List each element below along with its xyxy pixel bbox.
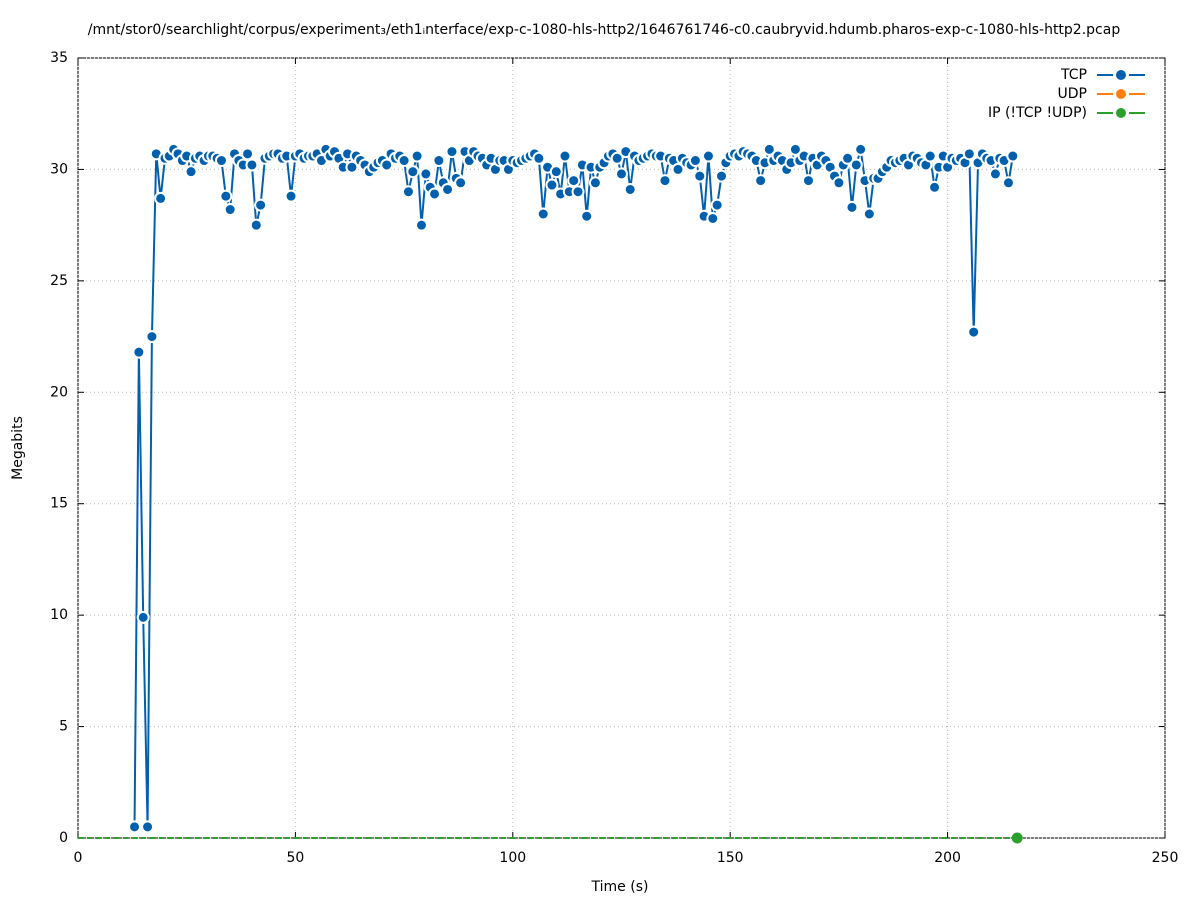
y-tick-label: 35 (50, 50, 68, 66)
data-point (397, 154, 411, 168)
x-tick-label: 250 (1152, 850, 1179, 866)
data-point (671, 162, 685, 176)
x-tick-label: 200 (934, 850, 961, 866)
data-point (445, 145, 459, 159)
data-point (558, 149, 572, 163)
data-point (249, 218, 263, 232)
data-point (845, 200, 859, 214)
data-point (688, 154, 702, 168)
data-point (988, 167, 1002, 181)
data-point (762, 142, 776, 156)
data-point (432, 154, 446, 168)
data-point (245, 158, 259, 172)
series-line (133, 146, 1014, 827)
data-point (701, 149, 715, 163)
y-tick-label: 5 (59, 719, 68, 735)
x-axis-label: Time (s) (591, 879, 649, 895)
data-point (223, 203, 237, 217)
data-point (615, 167, 628, 181)
y-tick-label: 15 (50, 496, 68, 512)
data-point (184, 165, 198, 179)
data-point (419, 167, 433, 181)
data-point (1011, 832, 1023, 844)
x-tick-label: 0 (74, 850, 83, 866)
data-point (1006, 149, 1020, 163)
data-point (441, 182, 455, 196)
data-point (693, 169, 707, 183)
legend-label: IP (!TCP !UDP) (988, 105, 1087, 121)
y-tick-label: 30 (50, 161, 68, 177)
data-point (567, 174, 581, 188)
legend-marker (1113, 67, 1129, 83)
data-point (410, 149, 424, 163)
data-point (962, 147, 976, 161)
y-tick-label: 25 (50, 273, 68, 289)
data-point (536, 207, 550, 221)
data-point (849, 158, 863, 172)
x-tick-label: 100 (499, 850, 526, 866)
data-point (136, 610, 150, 624)
data-point (715, 169, 729, 183)
data-point (401, 185, 415, 199)
x-tick-label: 50 (286, 850, 304, 866)
data-point (862, 207, 876, 221)
data-point (145, 330, 159, 344)
data-point (254, 198, 268, 212)
data-point (801, 174, 815, 188)
data-point (710, 198, 724, 212)
data-point (580, 209, 594, 223)
data-point (345, 160, 359, 174)
data-point (532, 151, 546, 165)
data-point (545, 178, 559, 192)
data-point (132, 345, 146, 359)
data-point (923, 149, 937, 163)
data-point (658, 174, 672, 188)
data-point (610, 151, 624, 165)
data-point (571, 185, 585, 199)
data-point (219, 189, 233, 203)
y-tick-label: 20 (50, 384, 68, 400)
data-point (788, 142, 802, 156)
legend-marker (1113, 86, 1129, 102)
data-point (854, 142, 868, 156)
data-point (706, 211, 720, 225)
chart-title: /mnt/stor0/searchlight/corpus/experiment… (88, 22, 1121, 38)
data-point (241, 147, 255, 161)
data-point (154, 191, 168, 205)
legend-label: TCP (1060, 67, 1087, 83)
data-point (967, 325, 981, 339)
y-tick-label: 0 (59, 830, 68, 846)
data-point (754, 174, 768, 188)
data-point (588, 176, 602, 190)
data-point (406, 165, 420, 179)
data-point (380, 158, 394, 172)
legend-label: UDP (1058, 86, 1087, 102)
legend-marker (1113, 105, 1129, 121)
data-point (454, 176, 468, 190)
data-point (214, 154, 228, 168)
data-point (141, 820, 155, 834)
data-point (1001, 176, 1015, 190)
data-point (841, 151, 855, 165)
x-tick-label: 150 (717, 850, 744, 866)
data-point (284, 189, 298, 203)
data-point (549, 165, 563, 179)
data-point (428, 187, 442, 201)
data-point (928, 180, 942, 194)
data-point (832, 176, 846, 190)
y-tick-label: 10 (50, 607, 68, 623)
data-point (623, 182, 637, 196)
y-axis-label: Megabits (10, 416, 26, 480)
data-point (128, 820, 142, 834)
data-point (414, 218, 428, 232)
